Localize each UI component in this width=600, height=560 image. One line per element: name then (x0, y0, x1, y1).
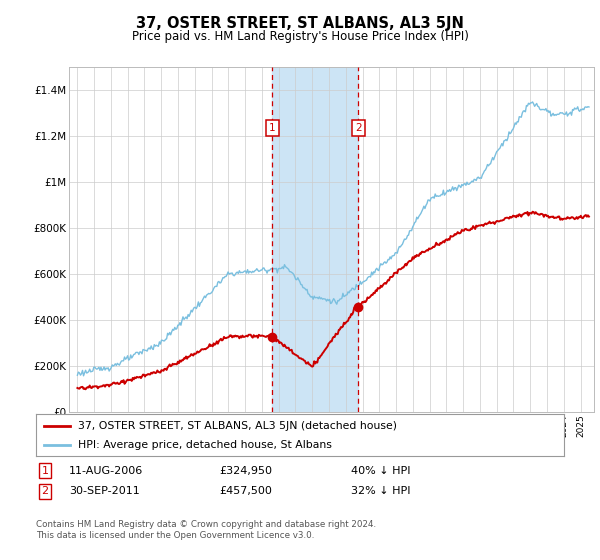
Text: 2: 2 (355, 123, 362, 133)
Text: £324,950: £324,950 (219, 466, 272, 476)
Text: 32% ↓ HPI: 32% ↓ HPI (351, 486, 410, 496)
Text: 30-SEP-2011: 30-SEP-2011 (69, 486, 140, 496)
Text: Price paid vs. HM Land Registry's House Price Index (HPI): Price paid vs. HM Land Registry's House … (131, 30, 469, 43)
Text: 37, OSTER STREET, ST ALBANS, AL3 5JN (detached house): 37, OSTER STREET, ST ALBANS, AL3 5JN (de… (78, 421, 397, 431)
Text: 1: 1 (269, 123, 275, 133)
Text: Contains HM Land Registry data © Crown copyright and database right 2024.
This d: Contains HM Land Registry data © Crown c… (36, 520, 376, 540)
Text: 2: 2 (41, 486, 49, 496)
Text: 37, OSTER STREET, ST ALBANS, AL3 5JN: 37, OSTER STREET, ST ALBANS, AL3 5JN (136, 16, 464, 31)
Text: 40% ↓ HPI: 40% ↓ HPI (351, 466, 410, 476)
Text: 11-AUG-2006: 11-AUG-2006 (69, 466, 143, 476)
Text: 1: 1 (41, 466, 49, 476)
Bar (272, 67, 358, 412)
Text: HPI: Average price, detached house, St Albans: HPI: Average price, detached house, St A… (78, 440, 332, 450)
Text: £457,500: £457,500 (219, 486, 272, 496)
